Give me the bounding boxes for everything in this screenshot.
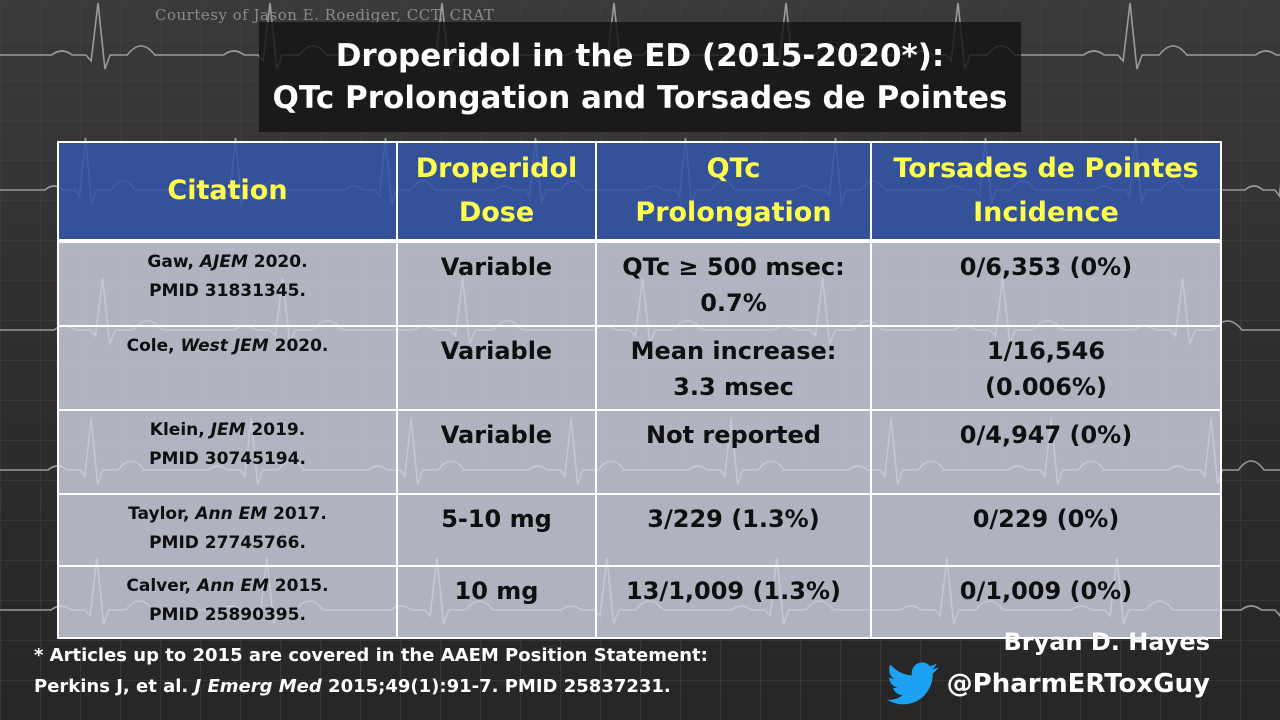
title-line-2: QTc Prolongation and Torsades de Pointes (272, 80, 1008, 116)
cell-qtc: QTc ≥ 500 msec: 0.7% (595, 240, 872, 327)
table-row: Klein, JEM 2019. PMID 30745194. Variable… (57, 409, 1222, 495)
cell-dose: Variable (396, 325, 597, 411)
cell-tdp: 1/16,546 (0.006%) (870, 325, 1222, 411)
cell-dose: 10 mg (396, 565, 597, 639)
courtesy-credit: Courtesy of Jason E. Roediger, CCT, CRAT (155, 6, 495, 24)
cell-dose: Variable (396, 409, 597, 495)
footnote-line-1: * Articles up to 2015 are covered in the… (34, 645, 708, 666)
page-title: Droperidol in the ED (2015-2020*): QTc P… (259, 22, 1021, 132)
cell-qtc: 3/229 (1.3%) (595, 493, 872, 567)
cell-citation: Cole, West JEM 2020. (57, 325, 398, 411)
cell-tdp: 0/1,009 (0%) (870, 565, 1222, 639)
header-tdp: Torsades de Pointes Incidence (870, 141, 1222, 243)
footnote-line-2: Perkins J, et al. J Emerg Med 2015;49(1)… (34, 676, 671, 697)
cell-qtc: 13/1,009 (1.3%) (595, 565, 872, 639)
cell-tdp: 0/4,947 (0%) (870, 409, 1222, 495)
cell-citation: Klein, JEM 2019. PMID 30745194. (57, 409, 398, 495)
title-line-1: Droperidol in the ED (2015-2020*): (335, 38, 945, 74)
header-dose: Droperidol Dose (396, 141, 597, 243)
footnote: * Articles up to 2015 are covered in the… (34, 640, 708, 702)
table-row: Calver, Ann EM 2015. PMID 25890395. 10 m… (57, 565, 1222, 639)
cell-qtc: Not reported (595, 409, 872, 495)
header-citation: Citation (57, 141, 398, 243)
table-header-row: Citation Droperidol Dose QTc Prolongatio… (57, 141, 1222, 243)
twitter-handle: @PharmERToxGuy (946, 669, 1210, 699)
study-table: Citation Droperidol Dose QTc Prolongatio… (57, 141, 1222, 639)
cell-tdp: 0/229 (0%) (870, 493, 1222, 567)
table-row: Taylor, Ann EM 2017. PMID 27745766. 5-10… (57, 493, 1222, 567)
author-name: Bryan D. Hayes (1003, 628, 1210, 656)
table-row: Cole, West JEM 2020. Variable Mean incre… (57, 325, 1222, 411)
cell-qtc: Mean increase: 3.3 msec (595, 325, 872, 411)
twitter-handle-row: @PharmERToxGuy (886, 662, 1210, 706)
cell-dose: Variable (396, 240, 597, 327)
table-row: Gaw, AJEM 2020. PMID 31831345. Variable … (57, 240, 1222, 327)
cell-citation: Calver, Ann EM 2015. PMID 25890395. (57, 565, 398, 639)
header-qtc: QTc Prolongation (595, 141, 872, 243)
cell-citation: Taylor, Ann EM 2017. PMID 27745766. (57, 493, 398, 567)
cell-citation: Gaw, AJEM 2020. PMID 31831345. (57, 240, 398, 327)
cell-dose: 5-10 mg (396, 493, 597, 567)
twitter-bird-icon (886, 662, 938, 705)
ecg-trace (0, 137, 1280, 205)
cell-tdp: 0/6,353 (0%) (870, 240, 1222, 327)
